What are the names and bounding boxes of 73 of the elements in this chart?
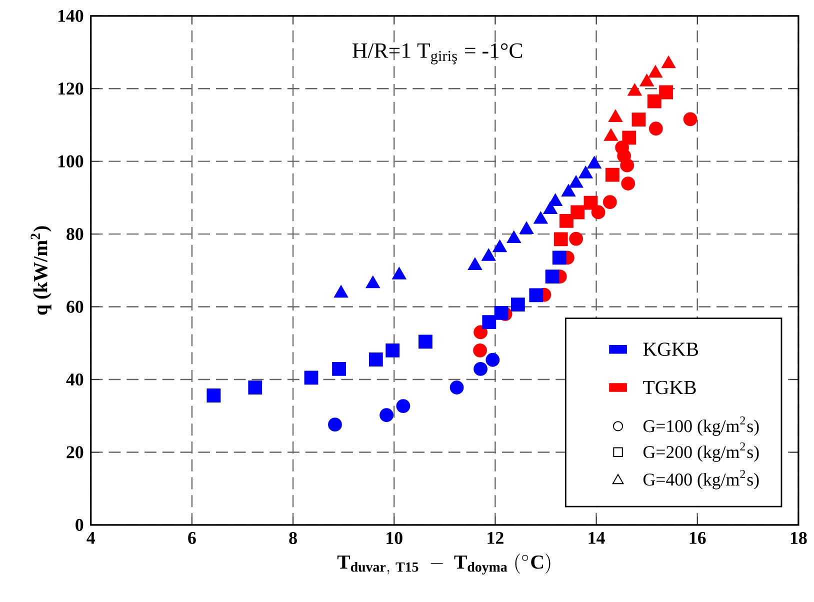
point <box>647 94 662 108</box>
x-tick-label: 14 <box>588 532 605 544</box>
y-tick-label: 60 <box>66 300 84 313</box>
point <box>661 56 676 68</box>
point <box>648 65 663 78</box>
point <box>486 353 500 367</box>
annotation: G=400 (kg/m$^{2}$s) <box>643 470 759 490</box>
point <box>621 176 636 191</box>
point <box>568 175 584 188</box>
point <box>587 156 602 169</box>
point <box>418 334 432 349</box>
point <box>640 74 654 86</box>
point <box>386 344 400 358</box>
point <box>474 325 488 340</box>
point <box>304 370 318 385</box>
point <box>368 352 383 367</box>
point <box>248 380 262 395</box>
point <box>683 112 698 126</box>
point <box>552 250 566 265</box>
point <box>474 362 488 376</box>
point <box>632 112 646 127</box>
point <box>468 258 482 270</box>
point <box>659 85 673 100</box>
x-tick-label: 6 <box>188 532 196 544</box>
legend-label: TGKB <box>643 380 696 394</box>
y-axis-title: q (kW/m$^{2}$) <box>30 226 52 315</box>
x-axis-title: $\mathbf{T_{duvar,\ T15}\ -\ T_{doyma}\ (^{\circ}C)}$ <box>337 554 550 575</box>
x-tick-label: 12 <box>488 532 504 544</box>
point <box>608 110 623 122</box>
x-tick-label: 8 <box>289 532 297 544</box>
point <box>519 222 534 234</box>
legend-label: KGKB <box>643 342 698 356</box>
point <box>570 205 585 220</box>
point <box>569 232 584 246</box>
point <box>473 344 487 358</box>
point <box>482 315 496 330</box>
point <box>328 418 342 432</box>
point <box>206 388 221 403</box>
y-tick-label: 0 <box>76 519 84 532</box>
point <box>604 128 618 141</box>
point <box>494 306 508 320</box>
point <box>396 399 410 414</box>
x-tick-label: 4 <box>86 532 95 544</box>
x-tick-label: 16 <box>690 532 706 544</box>
point <box>628 83 642 96</box>
annotation: G=200 (kg/m$^{2}$s) <box>643 442 759 462</box>
point <box>561 184 576 197</box>
point <box>648 122 663 136</box>
point <box>591 205 606 220</box>
point <box>545 270 560 284</box>
point <box>606 168 620 182</box>
point <box>560 214 574 228</box>
point <box>510 298 525 312</box>
y-tick-label: 100 <box>58 155 84 168</box>
y-tick-label: 80 <box>66 228 84 240</box>
point <box>602 195 617 210</box>
y-tick-label: 120 <box>58 82 84 95</box>
point <box>578 166 593 178</box>
y-tick-label: 140 <box>58 10 84 22</box>
point <box>332 362 346 376</box>
point <box>392 267 406 280</box>
point <box>554 232 568 246</box>
y-tick-label: 20 <box>66 446 84 458</box>
annotation: G=100 (kg/m$^{2}$s) <box>643 416 759 436</box>
point <box>506 230 522 244</box>
text: H/R=1 T$_{giriş}$ = -1°C <box>352 43 522 64</box>
x-tick-label: 10 <box>386 532 402 544</box>
y-tick-label: 40 <box>66 374 84 386</box>
point <box>450 380 464 395</box>
point <box>380 408 394 422</box>
point <box>620 158 634 172</box>
point <box>529 288 544 302</box>
x-tick-label: 18 <box>790 532 807 544</box>
